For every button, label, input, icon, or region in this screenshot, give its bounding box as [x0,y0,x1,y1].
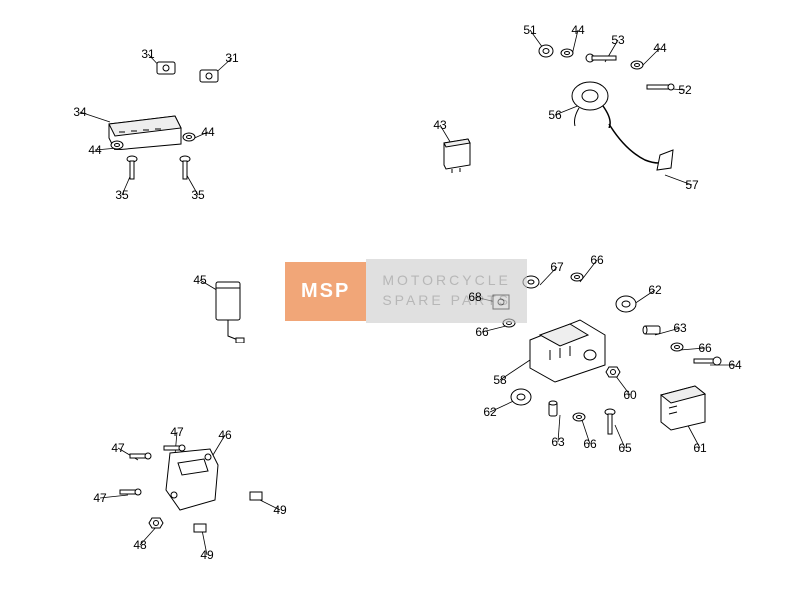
part-flasher-relay [210,278,248,343]
part-collar [545,400,565,418]
callout-67: 67 [550,260,563,274]
callout-53: 53 [611,33,624,47]
callout-44: 44 [653,41,666,55]
callout-44: 44 [201,125,214,139]
callout-62: 62 [648,283,661,297]
callout-57: 57 [685,178,698,192]
callout-44: 44 [88,143,101,157]
part-bolt [602,408,618,436]
part-bolt [178,155,192,181]
callout-51: 51 [523,23,536,37]
callout-63: 63 [551,435,564,449]
callout-60: 60 [623,388,636,402]
part-spark-cap [605,120,675,175]
callout-48: 48 [133,538,146,552]
part-clip [248,490,264,502]
part-rubber-mount [510,388,532,406]
part-starter-relay [655,380,710,435]
part-relay [440,135,474,173]
callout-45: 45 [193,273,206,287]
part-bolt [645,78,675,96]
part-grommet [538,44,554,58]
callout-35: 35 [115,188,128,202]
callout-66: 66 [590,253,603,267]
callout-31: 31 [141,47,154,61]
part-nut [155,60,177,76]
diagram-canvas: MSP MOTORCYCLE SPARE PARTS 31 31 34 44 44 35 3… [0,0,800,600]
callout-46: 46 [218,428,231,442]
watermark-line1: MOTORCYCLE [382,271,511,291]
part-nut [148,516,164,530]
callout-44: 44 [571,23,584,37]
callout-43: 43 [433,118,446,132]
part-cover-plate [160,445,225,515]
callout-66: 66 [583,437,596,451]
callout-66: 66 [698,341,711,355]
callout-58: 58 [493,373,506,387]
part-washer [182,132,196,142]
callout-68: 68 [468,290,481,304]
part-bolt [585,48,619,68]
part-collar [642,322,662,338]
watermark-line2: SPARE PARTS [382,291,511,311]
part-washer [670,342,684,352]
part-nut [605,365,621,379]
part-screw [162,442,186,454]
callout-47: 47 [93,491,106,505]
callout-61: 61 [693,441,706,455]
part-washer [570,272,584,282]
watermark-text: MOTORCYCLE SPARE PARTS [366,259,527,322]
callout-65: 65 [618,441,631,455]
callout-49: 49 [200,548,213,562]
part-washer [630,60,644,70]
callout-64: 64 [728,358,741,372]
callout-56: 56 [548,108,561,122]
callout-34: 34 [73,105,86,119]
part-rubber-mount [615,295,637,313]
callout-66: 66 [475,325,488,339]
callout-47: 47 [170,425,183,439]
callout-47: 47 [111,441,124,455]
callout-63: 63 [673,321,686,335]
callout-62: 62 [483,405,496,419]
part-bolt [125,155,139,181]
watermark-logo: MSP [285,262,366,321]
part-washer [560,48,574,58]
callout-35: 35 [191,188,204,202]
part-washer [110,140,124,150]
callout-52: 52 [678,83,691,97]
watermark: MSP MOTORCYCLE SPARE PARTS [260,252,552,330]
part-screw [128,450,152,462]
part-washer [572,412,586,422]
part-nut [198,68,220,84]
part-screw [118,486,142,498]
part-clip [192,522,208,534]
callout-49: 49 [273,503,286,517]
callout-31: 31 [225,51,238,65]
